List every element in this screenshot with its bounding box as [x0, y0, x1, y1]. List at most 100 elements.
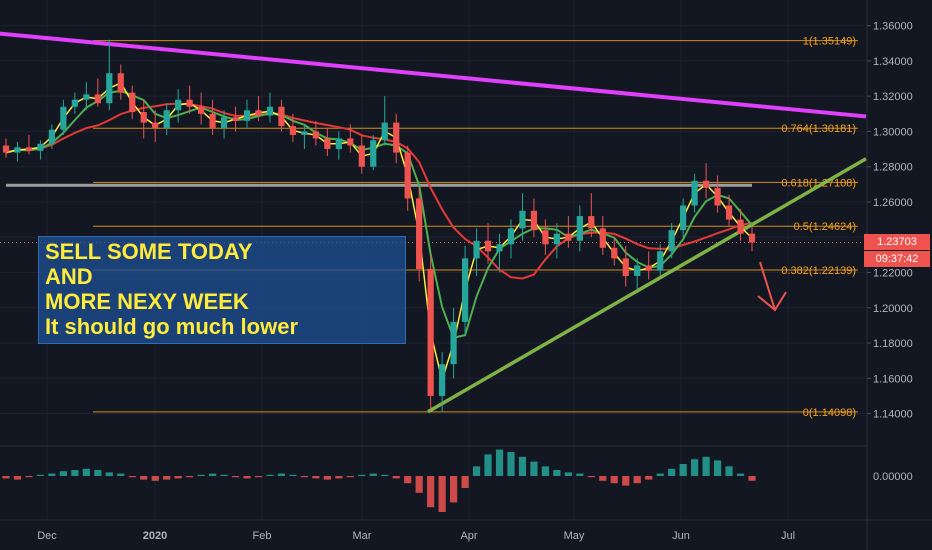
candle-body: [37, 143, 44, 151]
candle-body: [588, 216, 595, 229]
histogram-bar: [140, 476, 148, 480]
candle-body: [25, 147, 33, 151]
candle-body: [634, 265, 641, 277]
histogram: [2, 449, 756, 512]
histogram-bar: [495, 449, 504, 476]
histogram-bar: [576, 473, 584, 476]
histogram-bar: [415, 476, 423, 493]
histogram-bar: [289, 474, 297, 476]
candle-body: [691, 180, 698, 206]
candle-body: [565, 233, 572, 241]
histogram-bar: [36, 474, 45, 476]
time-tick-label: Apr: [460, 530, 477, 542]
histogram-bar: [392, 476, 400, 479]
candle-body: [209, 113, 216, 128]
histogram-bar: [358, 474, 366, 476]
histogram-bar: [736, 473, 745, 476]
candle-body: [175, 99, 182, 111]
candle-body: [197, 106, 205, 114]
candle-body: [266, 106, 274, 116]
candle-body: [83, 94, 90, 100]
candle-body: [484, 240, 492, 252]
candle-body: [335, 138, 342, 150]
time-tick-label: May: [564, 530, 585, 542]
candle-body: [416, 198, 423, 269]
histogram-bar: [518, 456, 527, 476]
histogram-bar: [117, 473, 125, 476]
price-tick-label: 1.30000: [873, 126, 913, 138]
histogram-bar: [427, 476, 435, 508]
candle-body: [232, 117, 239, 121]
histogram-bar: [300, 476, 309, 478]
time-tick-label: Dec: [37, 530, 57, 542]
candle-body: [2, 145, 10, 153]
candle-body: [473, 240, 480, 259]
annotation-box[interactable]: SELL SOME TODAY AND MORE NEXY WEEK It sh…: [38, 236, 406, 344]
fib-label: 0.382(1.22139): [781, 265, 856, 277]
histogram-bar: [231, 476, 240, 478]
candle-body: [599, 228, 606, 248]
candle-body: [220, 117, 228, 128]
histogram-bar: [369, 473, 377, 476]
histogram-bar: [599, 476, 607, 481]
annotation-line-1: SELL SOME TODAY: [45, 239, 253, 264]
histogram-bar: [713, 460, 722, 476]
candle-body: [542, 230, 549, 245]
arrow-head: [757, 291, 787, 312]
price-tick-label: 1.26000: [873, 197, 913, 209]
histogram-bar: [105, 472, 113, 476]
histogram-bar: [484, 454, 492, 476]
candle-body: [702, 180, 710, 188]
fibonacci-levels: 1(1.35149) 0.764(1.30181) 0.618(1.27108) 0.…: [93, 36, 858, 419]
candle-body: [324, 138, 331, 150]
histogram-bar: [48, 473, 56, 476]
annotation-line-3: MORE NEXY WEEK: [45, 289, 249, 314]
candle-body: [393, 122, 400, 153]
candle-body: [737, 219, 744, 234]
histogram-bar: [461, 476, 469, 488]
candle-body: [140, 112, 147, 123]
histogram-bar: [277, 473, 286, 476]
candle-body: [94, 94, 101, 104]
histogram-bar: [725, 466, 733, 476]
histogram-bar: [691, 459, 699, 476]
candle-body: [507, 228, 515, 245]
price-axis[interactable]: 1.36000 1.34000 1.32000 1.30000 1.28000 1.260…: [867, 21, 913, 421]
histogram-bar: [553, 470, 561, 476]
candle-body: [725, 205, 733, 220]
histogram-bar: [645, 476, 653, 480]
candle-body: [450, 321, 457, 365]
candle-body: [278, 106, 285, 127]
candle-body: [622, 258, 629, 277]
down-arrow: [757, 261, 787, 312]
time-tick-label: Mar: [353, 530, 372, 542]
histogram-bar: [266, 474, 274, 476]
histogram-bar: [610, 476, 618, 484]
histogram-bar: [507, 452, 515, 476]
last-price-tag: 1.23703: [864, 234, 930, 250]
candle-body: [152, 122, 159, 128]
histogram-bar: [243, 476, 251, 479]
histogram-bar: [748, 476, 756, 481]
candle-body: [519, 210, 526, 229]
time-axis[interactable]: Dec 2020 Feb Mar Apr May Jun Jul: [37, 530, 795, 542]
candle-body: [748, 233, 756, 243]
histogram-bar: [346, 476, 354, 478]
arrow-shaft: [759, 261, 776, 311]
histogram-bar: [82, 468, 90, 476]
candle-body: [312, 131, 319, 139]
histogram-bar: [25, 476, 33, 478]
indicator-axis[interactable]: 0.00000: [873, 471, 913, 483]
histogram-bar: [59, 471, 67, 476]
histogram-bar: [323, 476, 331, 480]
histogram-bar: [541, 466, 550, 476]
candle-body: [289, 126, 297, 135]
fib-label: 0.618(1.27108): [781, 177, 856, 189]
histogram-bar: [151, 476, 159, 481]
histogram-bar: [312, 476, 320, 479]
histogram-bar: [449, 476, 458, 503]
annotation-line-2: AND: [45, 264, 93, 289]
candle-body: [381, 122, 388, 141]
histogram-bar: [381, 474, 389, 476]
histogram-bar: [94, 470, 102, 476]
